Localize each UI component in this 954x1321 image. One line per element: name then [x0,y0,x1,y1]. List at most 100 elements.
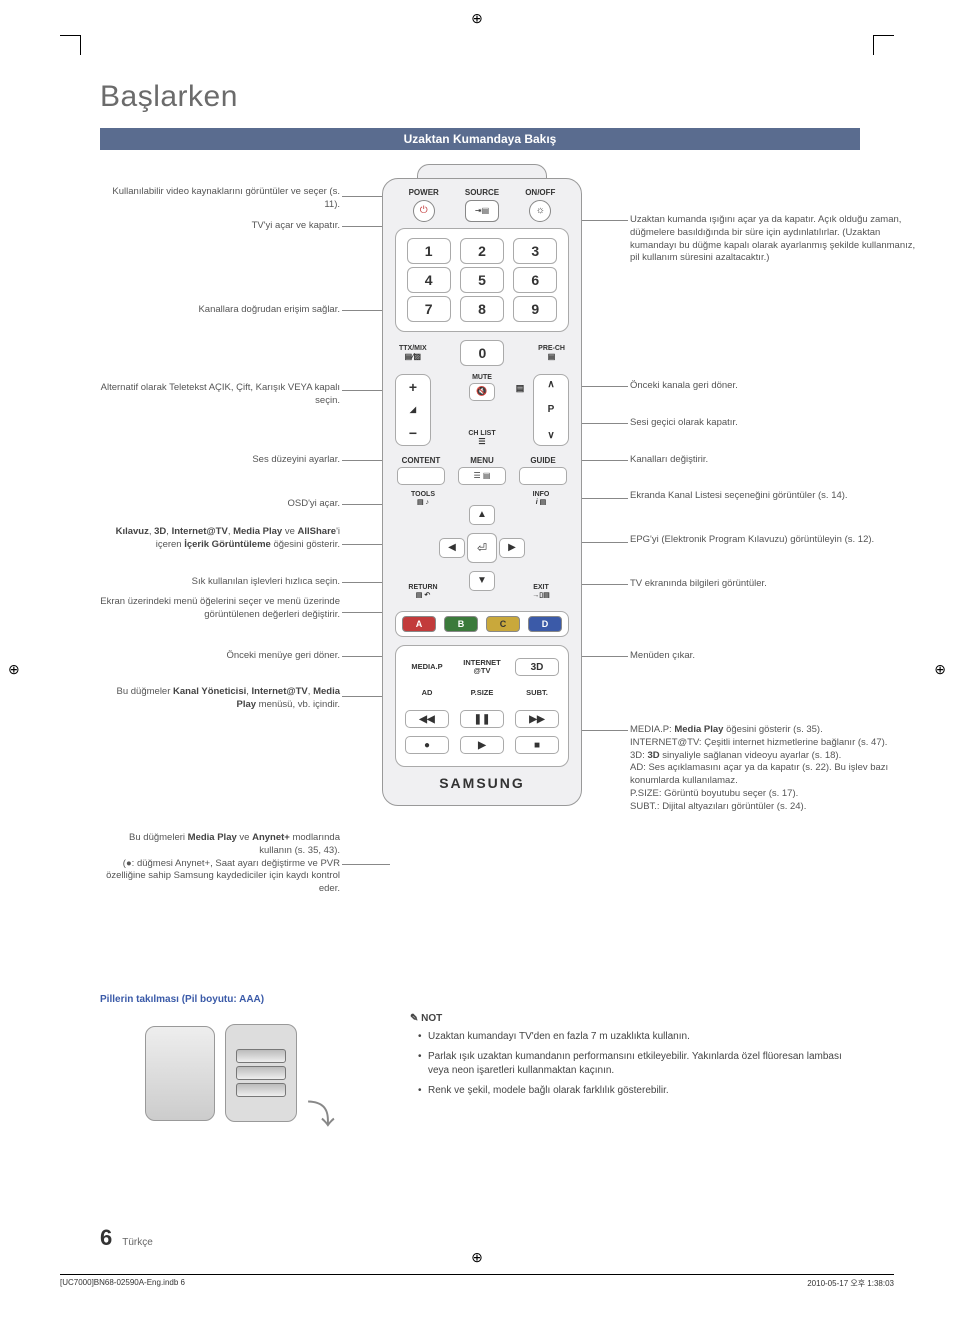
callout-left: Ekran üzerindeki menü öğelerini seçer ve… [100,596,340,622]
registration-mark-left: ⊕ [8,661,20,678]
callout-right: Uzaktan kumanda ışığını açar ya da kapat… [630,214,920,265]
power-button[interactable]: ⏻ [413,200,435,222]
tools-icon: ▤ ♪ [417,499,429,507]
content-button[interactable] [397,467,445,485]
arrow-icon: ⤵ [307,1093,335,1133]
callout-left: TV'yi açar ve kapatır. [100,220,340,233]
lead-line [578,542,628,543]
chlist-label: CH LIST [468,430,495,437]
nav-left[interactable]: ◀ [439,538,465,558]
teletext-icon: ▤ [511,383,529,394]
print-filename: [UC7000]BN68-02590A-Eng.indb 6 [60,1278,185,1289]
callout-right: EPG'yi (Elektronik Program Kılavuzu) gör… [630,534,920,547]
registration-mark-top: ⊕ [471,10,483,27]
num-3[interactable]: 3 [513,238,557,264]
fastforward-button[interactable]: ▶▶ [515,710,559,728]
print-timestamp: 2010-05-17 오후 1:38:03 [807,1278,894,1289]
mediap-button[interactable]: MEDIA.P [402,656,452,678]
section-banner: Uzaktan Kumandaya Bakış [100,128,860,150]
registration-mark-bottom: ⊕ [471,1249,483,1266]
exit-label: EXIT [533,584,549,592]
num-0[interactable]: 0 [460,340,504,366]
num-1[interactable]: 1 [407,238,451,264]
color-d[interactable]: D [528,616,562,632]
callout-left: Kılavuz, 3D, Internet@TV, Media Play ve … [100,526,340,552]
stop-button[interactable]: ■ [515,736,559,754]
num-6[interactable]: 6 [513,267,557,293]
source-button[interactable]: ⇥▤ [465,200,499,222]
enter-button[interactable]: ⏎ [467,533,497,563]
power-label: POWER [409,189,439,198]
crop-mark [873,35,874,55]
callout-right: TV ekranında bilgileri görüntüler. [630,578,920,591]
note-item: Renk ve şekil, modele bağlı olarak farkl… [418,1084,860,1098]
crop-mark [60,35,80,36]
samsung-logo: SAMSUNG [395,775,569,791]
mute-label: MUTE [472,374,492,381]
lead-line [578,220,628,221]
return-icon: ▤ ↶ [416,592,430,600]
channel-rocker[interactable]: ∧ P ∨ [533,374,569,446]
light-button[interactable]: ☼ [529,200,551,222]
callout-left: Bu düğmeler Kanal Yöneticisi, Internet@T… [100,686,340,712]
pre-ch-button[interactable]: PRE-CH▤ [538,345,565,361]
note-heading: NOT [410,1013,860,1024]
registration-mark-right: ⊕ [934,661,946,678]
exit-icon: →▯▤ [532,592,549,600]
3d-button[interactable]: 3D [515,658,559,676]
mute-button[interactable]: 🔇 [469,383,495,401]
info-icon: i ▤ [536,499,547,507]
play-button[interactable]: ▶ [460,736,504,754]
num-7[interactable]: 7 [407,296,451,322]
page-number: 6 [100,1225,112,1251]
pause-button[interactable]: ❚❚ [460,710,504,728]
internet-tv-button[interactable]: INTERNET @TV [457,656,507,678]
source-label: SOURCE [465,189,499,198]
chlist-icon: ☰ [478,437,485,446]
lead-line [578,656,628,657]
return-label: RETURN [408,584,437,592]
callout-right: MEDIA.P: Media Play öğesini gösterir (s.… [630,724,920,814]
callout-left: Kanallara doğrudan erişim sağlar. [100,304,340,317]
rewind-button[interactable]: ◀◀ [405,710,449,728]
number-pad: 1 2 3 4 5 6 7 8 9 [395,228,569,332]
notes-list: Uzaktan kumandayı TV'den en fazla 7 m uz… [410,1030,860,1098]
nav-up[interactable]: ▲ [469,505,495,525]
color-a[interactable]: A [402,616,436,632]
psize-button[interactable]: P.SIZE [457,682,507,704]
crop-mark [80,35,81,55]
language-label: Türkçe [122,1237,153,1248]
callout-left: Bu düğmeleri Media Play ve Anynet+ modla… [100,832,340,896]
content-label: CONTENT [402,456,441,465]
callout-left: Ses düzeyini ayarlar. [100,454,340,467]
page-title: Başlarken [100,80,860,114]
callout-right: Önceki kanala geri döner. [630,380,920,393]
color-b[interactable]: B [444,616,478,632]
menu-label: MENU [470,456,494,465]
onoff-label: ON/OFF [525,189,555,198]
volume-rocker[interactable]: +◢− [395,374,431,446]
callout-left: Alternatif olarak Teletekst AÇIK, Çift, … [100,382,340,408]
record-button[interactable]: ● [405,736,449,754]
num-5[interactable]: 5 [460,267,504,293]
color-c[interactable]: C [486,616,520,632]
lead-line [578,386,628,387]
callout-left: Sık kullanılan işlevleri hızlıca seçin. [100,576,340,589]
ttx-mix-button[interactable]: TTX/MIX▤⁄▨ [399,345,427,361]
ad-button[interactable]: AD [402,682,452,704]
function-grid: MEDIA.P INTERNET @TV 3D AD P.SIZE SUBT. … [395,645,569,767]
num-8[interactable]: 8 [460,296,504,322]
num-9[interactable]: 9 [513,296,557,322]
num-4[interactable]: 4 [407,267,451,293]
nav-down[interactable]: ▼ [469,571,495,591]
battery-illustration: ⤵ [100,1013,380,1133]
guide-button[interactable] [519,467,567,485]
info-label: INFO [533,491,550,499]
nav-right[interactable]: ▶ [499,538,525,558]
remote-control: POWER ⏻ SOURCE ⇥▤ ON/OFF ☼ [382,164,582,964]
num-2[interactable]: 2 [460,238,504,264]
menu-button[interactable]: ☰ ▤ [458,467,506,485]
battery-heading: Pillerin takılması (Pil boyutu: AAA) [100,994,860,1005]
guide-label: GUIDE [530,456,555,465]
subt-button[interactable]: SUBT. [512,682,562,704]
